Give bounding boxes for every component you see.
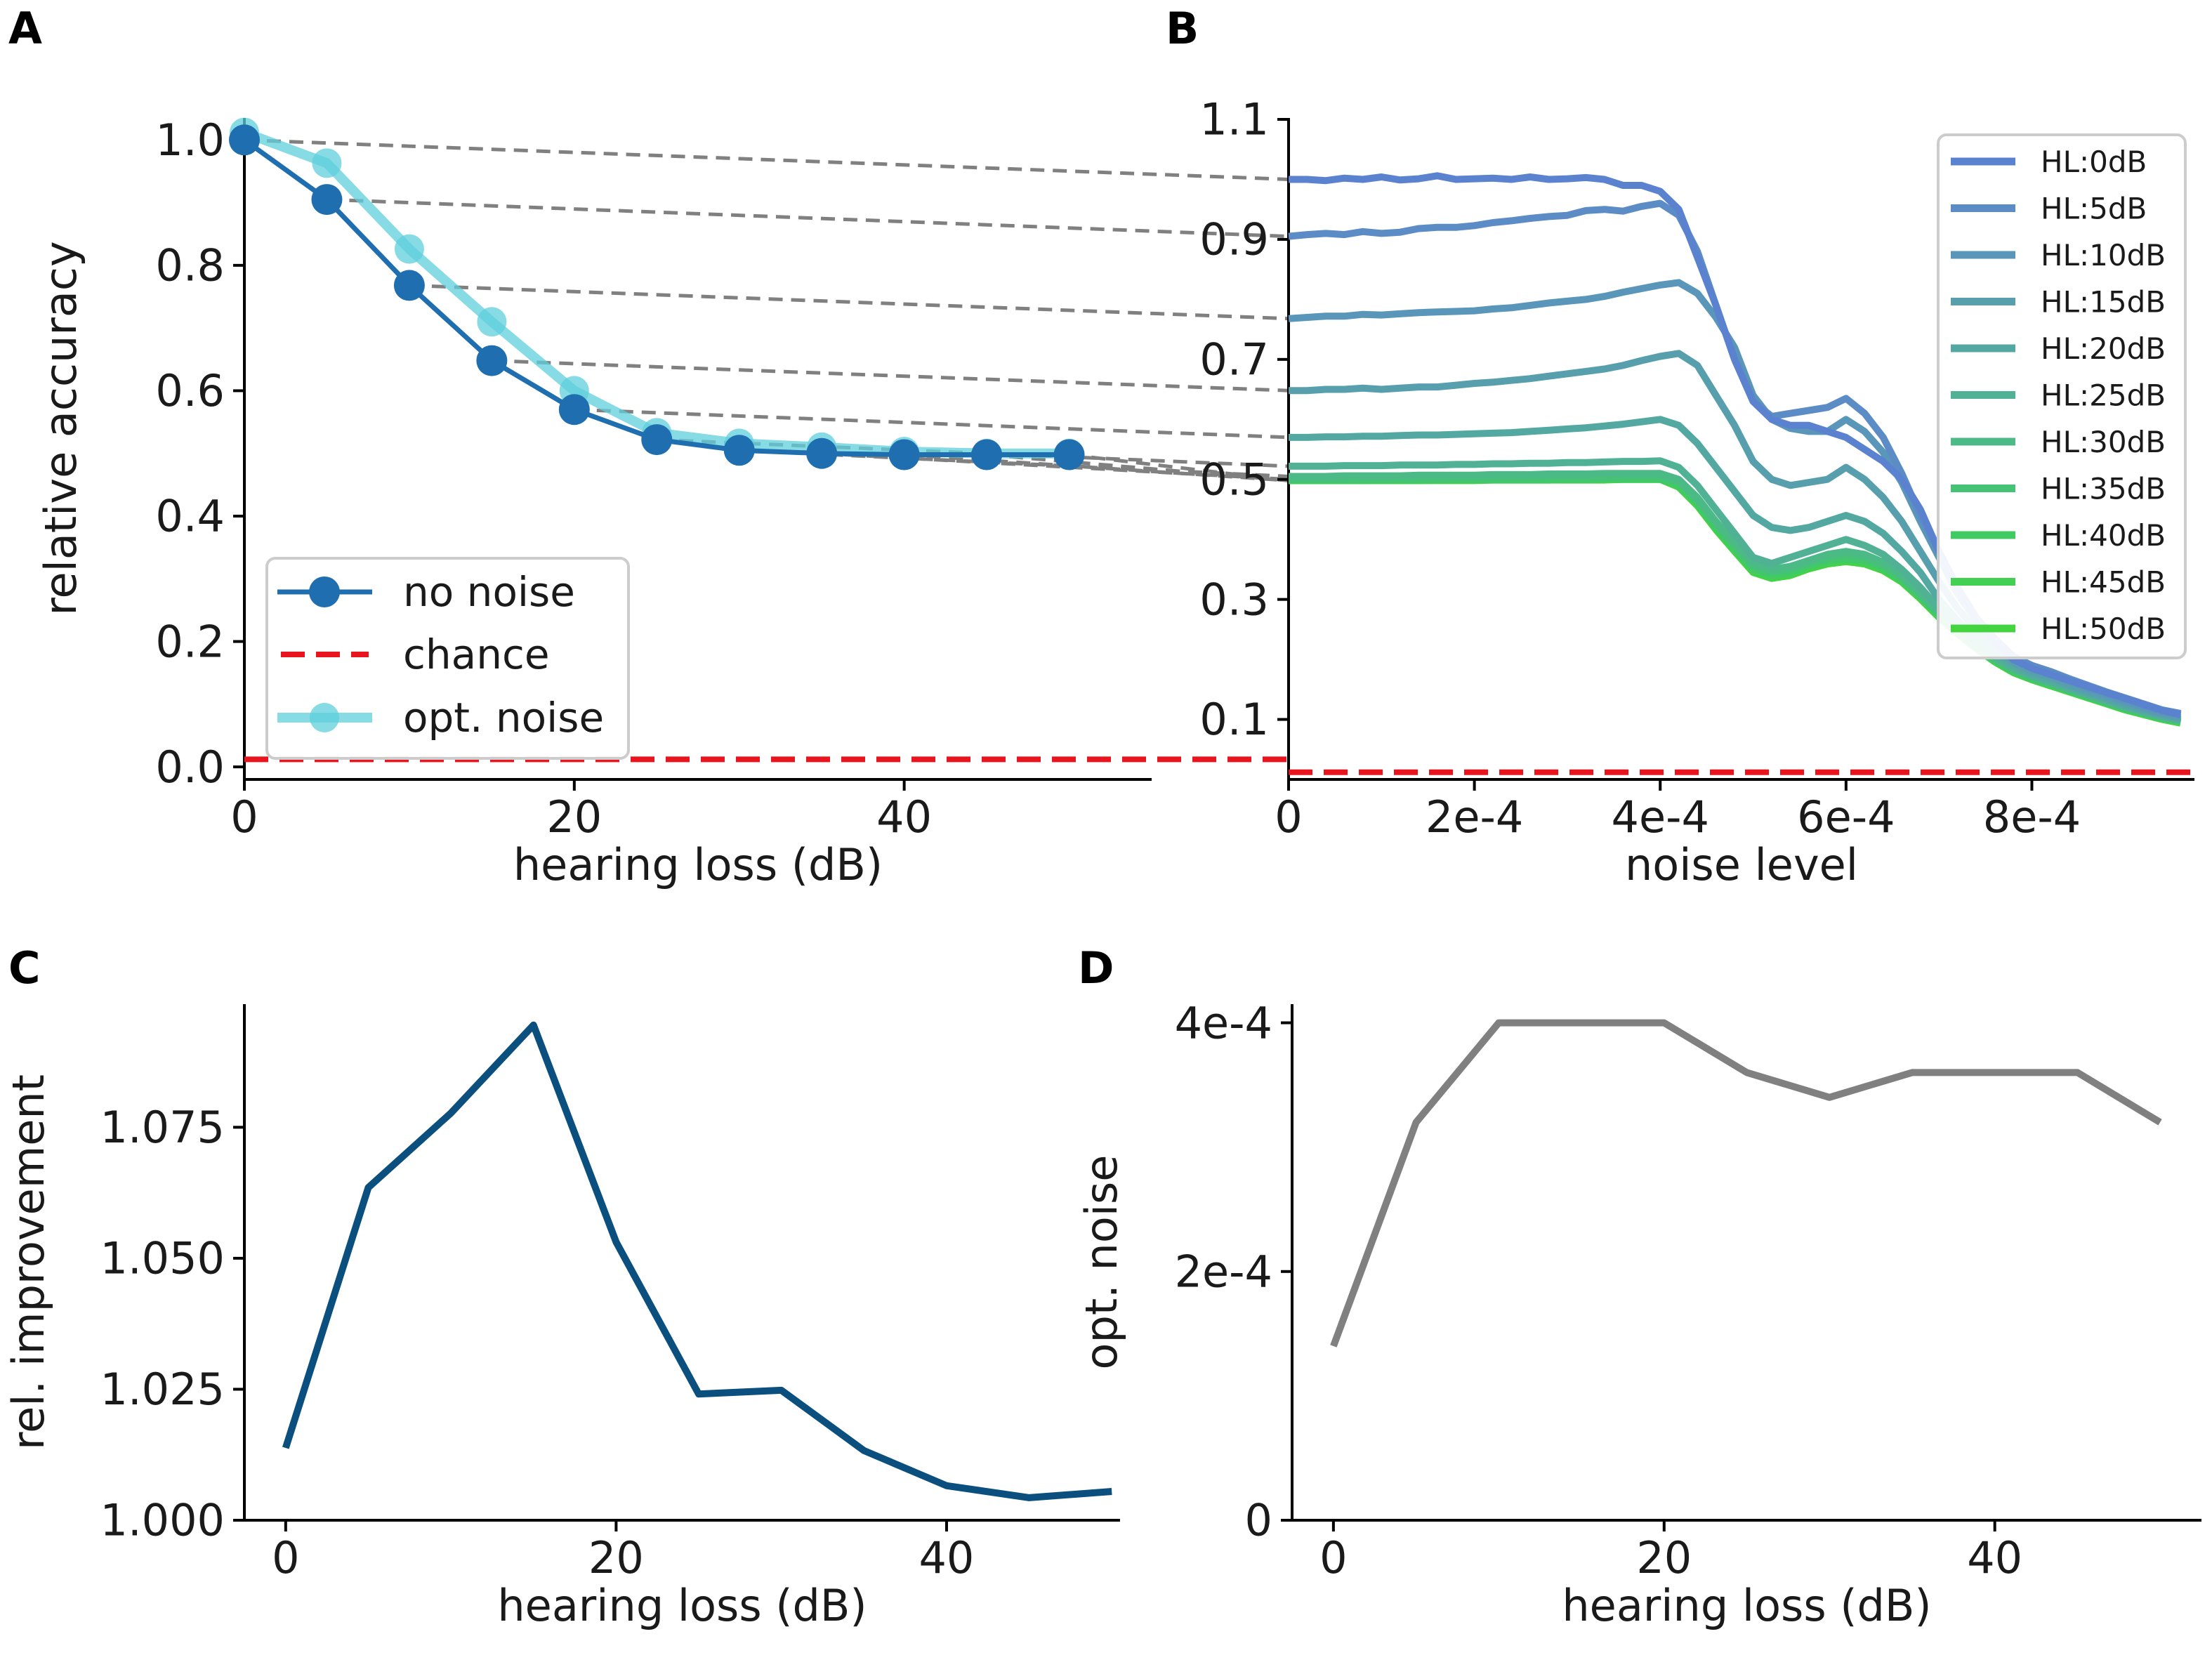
legend-marker-opt-noise — [310, 703, 339, 732]
y-axis-label: relative accuracy — [35, 241, 86, 615]
connector-line — [904, 453, 1289, 482]
connector-line — [244, 138, 1289, 181]
legend-label: HL:35dB — [2041, 472, 2166, 506]
y-tick-label: 1.1 — [1199, 94, 1269, 145]
x-tick-label: 8e-4 — [1983, 791, 2081, 843]
legend-marker-no-noise — [309, 576, 340, 607]
data-point-no-noise — [723, 435, 755, 466]
y-tick-label: 0.2 — [155, 616, 225, 667]
series-line-no-noise — [242, 138, 1069, 457]
legend-label: HL:45dB — [2041, 565, 2166, 600]
x-tick-label: 20 — [546, 791, 602, 843]
legend: no noise chance opt. noise — [265, 557, 630, 760]
y-axis-label: rel. improvement — [3, 1074, 54, 1450]
connector-line — [1069, 453, 1289, 482]
data-point-opt-noise — [477, 307, 507, 337]
x-tick-label: 0 — [1319, 1532, 1347, 1583]
y-axis-label: opt. noise — [1076, 1155, 1127, 1370]
series-line-rel-improvement — [282, 1021, 1112, 1501]
y-tick-label: 0.7 — [1199, 334, 1269, 386]
panel-c: 0 20 40 1.000 1.025 1.050 1.075 hearing loss (d… — [3, 1004, 1120, 1631]
connector-line — [327, 197, 1289, 239]
y-tick-label: 1.000 — [100, 1495, 225, 1546]
y-tick-label: 0.3 — [1199, 574, 1269, 625]
legend-label: chance — [403, 631, 550, 678]
data-point-no-noise — [229, 124, 260, 156]
data-point-no-noise — [806, 437, 838, 469]
x-tick-label: 40 — [919, 1532, 974, 1583]
legend-label: HL:10dB — [2041, 238, 2166, 272]
legend-label: HL:0dB — [2041, 145, 2147, 179]
legend-frame — [1937, 133, 2187, 659]
panel-letter-d: D — [1078, 942, 1114, 994]
x-tick-label: 20 — [1636, 1532, 1692, 1583]
data-point-no-noise — [476, 345, 508, 376]
connector-line — [492, 359, 1289, 393]
x-tick-label: 6e-4 — [1797, 791, 1895, 843]
data-point-no-noise — [393, 270, 425, 301]
x-tick-label: 4e-4 — [1612, 791, 1709, 843]
y-tick-label: 0.0 — [155, 742, 225, 793]
y-tick-label: 0.5 — [1199, 454, 1269, 505]
legend-label: no noise — [403, 568, 575, 616]
panel-b: 0 2e-4 4e-4 6e-4 8e-4 0.1 0.3 0.5 0.7 0.9 1.1 noise… — [1199, 94, 2194, 890]
connector-line — [574, 407, 1289, 440]
legend-label: HL:25dB — [2041, 378, 2166, 413]
x-tick-label: 0 — [272, 1532, 299, 1583]
y-tick-label: 0.4 — [155, 491, 225, 542]
x-axis-label: hearing loss (dB) — [513, 839, 883, 890]
x-tick-label: 40 — [1967, 1532, 2022, 1583]
y-tick-label: 1.075 — [100, 1102, 225, 1153]
x-tick-label: 40 — [876, 791, 932, 843]
legend-label: HL:5dB — [2041, 192, 2147, 226]
x-axis-label: noise level — [1625, 839, 1858, 890]
data-point-no-noise — [1053, 439, 1085, 470]
data-point-no-noise — [971, 439, 1003, 470]
data-point-opt-noise — [312, 148, 342, 178]
y-tick-label: 1.050 — [100, 1233, 225, 1284]
legend-label: HL:20dB — [2041, 331, 2166, 366]
series-line-hl — [1289, 172, 2182, 718]
panel-a: 0 20 40 0.0 0.2 0.4 0.6 0.8 1.0 hearing loss (dB)… — [35, 114, 1289, 890]
y-tick-label: 0.6 — [155, 365, 225, 416]
panel-letter-a: A — [8, 3, 42, 54]
series-line-opt-noise — [1330, 1019, 2162, 1348]
panel-letter-c: C — [8, 942, 41, 994]
x-tick-label: 20 — [588, 1532, 644, 1583]
y-tick-label: 1.025 — [100, 1364, 225, 1415]
legend-frame — [265, 557, 630, 760]
y-tick-label: 0.9 — [1199, 214, 1269, 265]
panel-letter-b: B — [1166, 3, 1199, 54]
y-tick-label: 1.0 — [155, 114, 225, 166]
x-tick-label: 0 — [230, 791, 258, 843]
y-tick-label: 2e-4 — [1175, 1246, 1272, 1297]
y-tick-label: 0.8 — [155, 240, 225, 291]
legend-label: HL:50dB — [2041, 612, 2166, 646]
data-point-opt-noise — [394, 234, 424, 264]
x-tick-label: 0 — [1275, 791, 1302, 843]
y-tick-label: 0 — [1245, 1495, 1272, 1546]
connector-line — [409, 283, 1289, 321]
x-axis-label: hearing loss (dB) — [1562, 1580, 1931, 1631]
panel-d: 0 20 40 0 2e-4 4e-4 hearing loss (dB) opt. nois… — [1076, 997, 2201, 1631]
legend-label: HL:40dB — [2041, 518, 2166, 553]
series-line-opt-noise — [242, 128, 1069, 459]
y-tick-label: 4e-4 — [1175, 997, 1272, 1048]
data-point-no-noise — [311, 184, 343, 216]
legend-label: opt. noise — [403, 694, 604, 742]
x-tick-label: 2e-4 — [1426, 791, 1523, 843]
y-tick-label: 0.1 — [1199, 694, 1269, 745]
legend-label: HL:30dB — [2041, 425, 2166, 459]
data-point-no-noise — [641, 424, 673, 456]
legend-label: HL:15dB — [2041, 285, 2166, 319]
data-point-no-noise — [888, 439, 920, 470]
x-axis-label: hearing loss (dB) — [497, 1580, 867, 1631]
legend: HL:0dB HL:5dB HL:10dB HL:15dB HL:20dB HL:25dB… — [1937, 133, 2187, 659]
data-point-no-noise — [558, 394, 590, 426]
